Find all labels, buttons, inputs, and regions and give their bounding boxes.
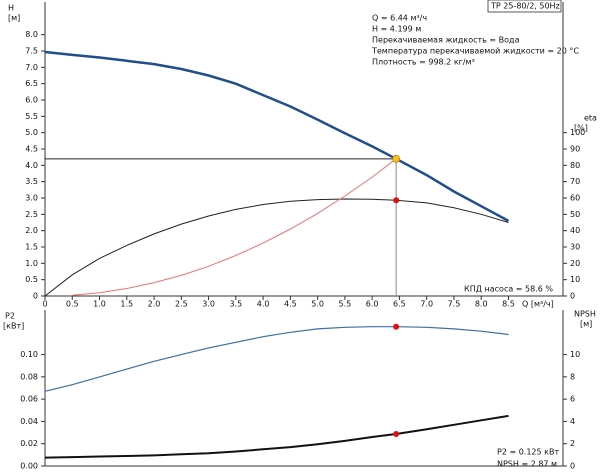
y-tick-label: 5.5: [25, 112, 38, 121]
y-unit: [м]: [8, 14, 20, 23]
y2-label: eta: [584, 114, 597, 123]
x-tick-label: 0.5: [66, 300, 79, 309]
y2-tick-label: 10: [570, 275, 580, 284]
y-tick-label: 5.0: [25, 128, 38, 137]
info-line: Температура перекачиваемой жидкости = 20…: [371, 47, 579, 56]
y2-tick-label: 0: [570, 292, 575, 301]
x-tick-label: 4.5: [284, 300, 297, 309]
y2-tick-label: 90: [570, 145, 580, 154]
x-tick-label: 1.5: [120, 300, 133, 309]
y2-tick-label: 10: [570, 350, 580, 359]
y2-tick-label: 8: [570, 372, 575, 381]
y2-tick-label: 2: [570, 439, 575, 448]
info-line: P2 = 0.125 кВт: [497, 448, 559, 457]
operating-point: [393, 431, 400, 438]
y-tick-label: 0.04: [20, 417, 38, 426]
y2-tick-label: 50: [570, 210, 580, 219]
x-tick-label: 5.0: [311, 300, 324, 309]
y-unit: [кВт]: [3, 322, 24, 331]
y-label: P2: [5, 312, 15, 321]
x-tick-label: 7.5: [448, 300, 461, 309]
y2-label: NPSH: [574, 310, 596, 319]
x-tick-label: 1.0: [93, 300, 106, 309]
y2-tick-label: 30: [570, 243, 580, 252]
y2-unit: [%]: [574, 124, 588, 133]
y-tick-label: 0: [33, 292, 38, 301]
x-tick-label: 3.0: [202, 300, 215, 309]
y-tick-label: 4.0: [25, 161, 38, 170]
y-tick-label: 8.0: [25, 30, 38, 39]
x-tick-label: 2.0: [148, 300, 161, 309]
y-tick-label: 0.06: [20, 395, 38, 404]
y-tick-label: 2.5: [25, 210, 38, 219]
y2-tick-label: 60: [570, 194, 580, 203]
y-tick-label: 0.5: [25, 275, 38, 284]
y-tick-label: 2.0: [25, 226, 38, 235]
y-tick-label: 1.5: [25, 243, 38, 252]
y-label: H: [8, 4, 14, 13]
y-tick-label: 0.00: [20, 462, 38, 471]
chart-title: TP 25-80/2, 50Hz: [490, 2, 560, 11]
info-line: H = 4.199 м: [372, 25, 421, 34]
info-line: Плотность = 998.2 кг/м³: [372, 58, 475, 67]
y2-tick-label: 70: [570, 177, 580, 186]
y2-tick-label: 6: [570, 395, 575, 404]
y2-tick-label: 20: [570, 259, 580, 268]
y2-tick-label: 80: [570, 161, 580, 170]
info-line: Перекачиваемая жидкость = Вода: [372, 36, 520, 45]
y-tick-label: 6.0: [25, 96, 38, 105]
x-tick-label: 3.5: [229, 300, 242, 309]
note: КПД насоса = 58.6 %: [464, 285, 553, 294]
y-tick-label: 0.08: [20, 372, 38, 381]
x-tick-label: 8.0: [475, 300, 488, 309]
x-label: Q [м³/ч]: [522, 300, 554, 309]
info-line: Q = 6.44 м³/ч: [372, 14, 427, 23]
x-tick-label: 5.5: [339, 300, 352, 309]
y-tick-label: 3.0: [25, 194, 38, 203]
curve: [44, 50, 510, 223]
y-tick-label: 4.5: [25, 145, 38, 154]
y2-tick-label: 100: [570, 128, 585, 137]
x-tick-label: 7.0: [420, 300, 433, 309]
x-tick-label: 4.0: [257, 300, 270, 309]
y-tick-label: 6.5: [25, 79, 38, 88]
y2-tick-label: 4: [570, 417, 575, 426]
curve: [44, 326, 509, 392]
curve: [44, 414, 509, 459]
x-tick-label: 8.5: [502, 300, 515, 309]
y-tick-label: 7.5: [25, 47, 38, 56]
y-tick-label: 0.02: [20, 439, 38, 448]
operating-point: [393, 323, 400, 330]
y-tick-label: 7.0: [25, 63, 38, 72]
y2-unit: [м]: [580, 320, 592, 329]
operating-point: [393, 197, 400, 204]
curve: [44, 198, 509, 297]
curve: [72, 158, 397, 296]
operating-point: [392, 154, 401, 163]
y-tick-label: 3.5: [25, 177, 38, 186]
y2-tick-label: 40: [570, 226, 580, 235]
x-tick-label: 0: [42, 300, 47, 309]
x-tick-label: 6.5: [393, 300, 406, 309]
info-line: NPSH = 2.87 м: [497, 460, 557, 469]
y-tick-label: 1.0: [25, 259, 38, 268]
x-tick-label: 6.0: [366, 300, 379, 309]
title-box: [487, 0, 562, 13]
y-tick-label: 0.10: [20, 350, 38, 359]
x-tick-label: 2.5: [175, 300, 188, 309]
y2-tick-label: 0: [570, 462, 575, 471]
